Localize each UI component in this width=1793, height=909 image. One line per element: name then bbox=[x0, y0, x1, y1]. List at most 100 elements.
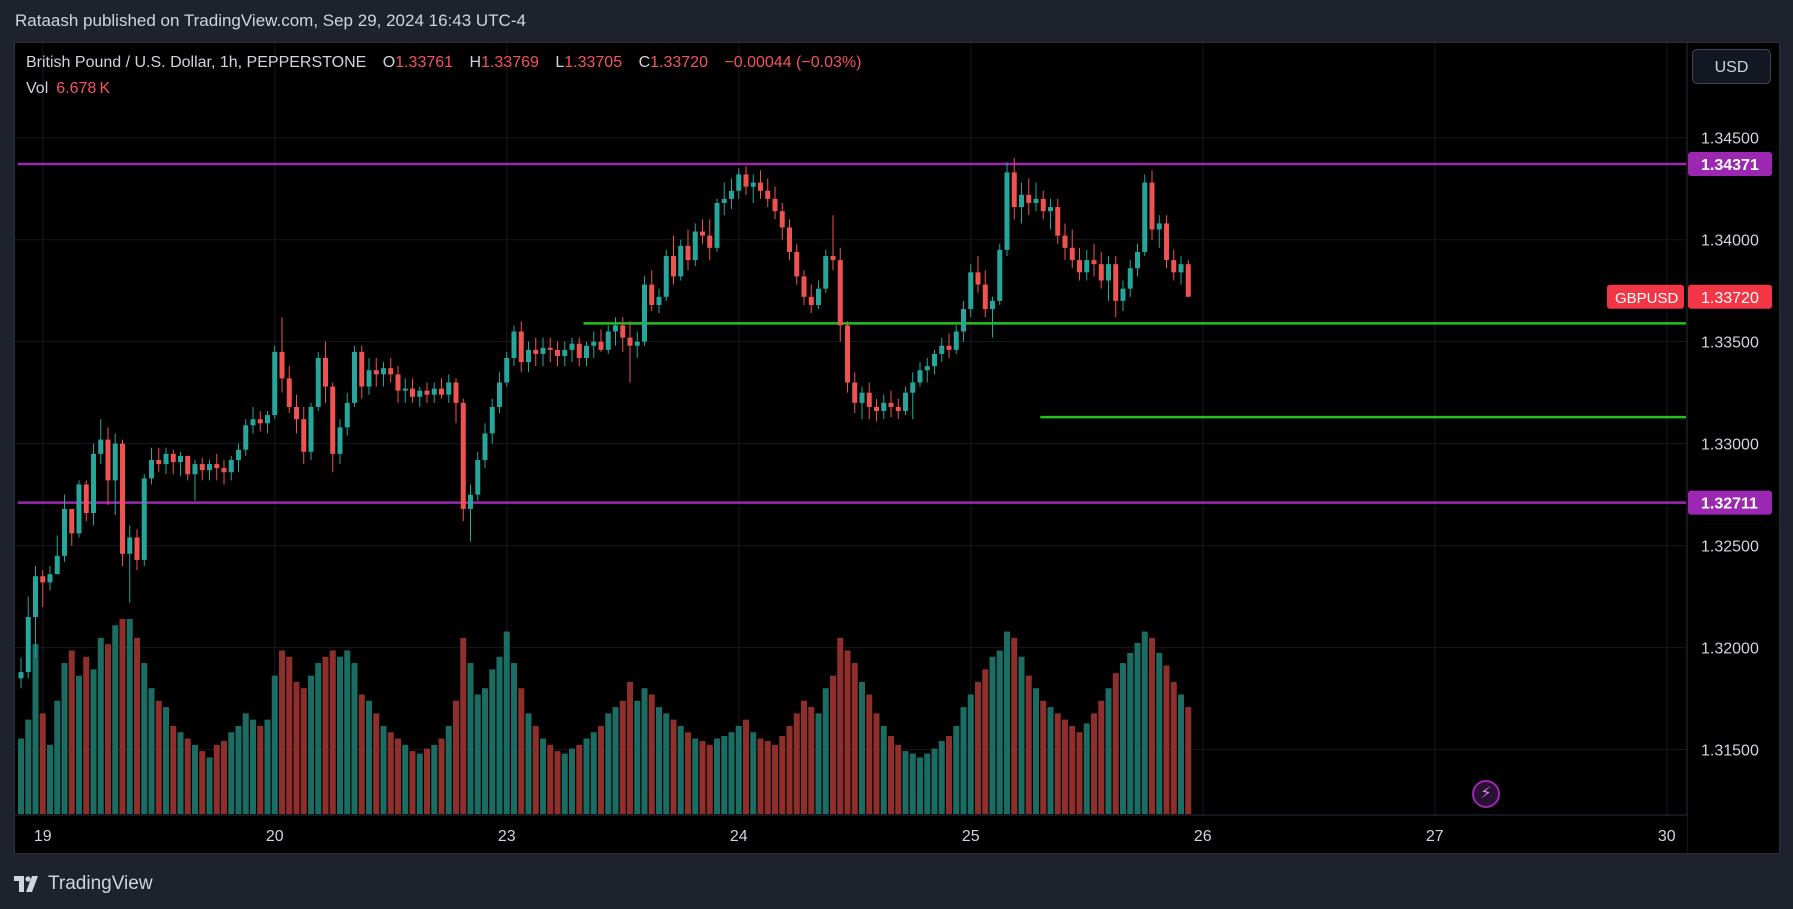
price-tick-label: 1.32500 bbox=[1701, 539, 1759, 556]
volume-bar bbox=[648, 694, 655, 814]
instrument-title[interactable]: British Pound / U.S. Dollar, 1h, PEPPERS… bbox=[26, 54, 367, 71]
volume-bar bbox=[1011, 637, 1018, 814]
candle-body bbox=[221, 468, 227, 473]
candle bbox=[990, 296, 995, 338]
candle bbox=[489, 398, 495, 444]
candle-body bbox=[1019, 194, 1024, 208]
candle bbox=[83, 480, 89, 522]
candle bbox=[373, 357, 379, 387]
candle bbox=[98, 419, 104, 465]
candle-body bbox=[997, 249, 1003, 301]
candle-body bbox=[895, 406, 901, 412]
candle bbox=[250, 406, 256, 434]
candle-body bbox=[663, 256, 669, 297]
candles bbox=[18, 158, 1191, 689]
candle-body bbox=[243, 425, 249, 450]
candle-body bbox=[975, 272, 981, 285]
volume-bar bbox=[177, 732, 184, 814]
volume-bar bbox=[1163, 665, 1170, 814]
volume-label[interactable]: Vol bbox=[26, 80, 49, 97]
volume-bar bbox=[1076, 732, 1083, 814]
volume-bar bbox=[25, 719, 32, 814]
candle-body bbox=[714, 202, 720, 248]
volume-bar bbox=[540, 738, 546, 814]
volume-bar bbox=[242, 713, 249, 814]
open-label: O bbox=[382, 54, 396, 71]
candle-body bbox=[497, 382, 502, 407]
candle bbox=[410, 378, 415, 403]
time-tick-label: 20 bbox=[266, 828, 284, 845]
candle bbox=[33, 566, 38, 658]
high-value: 1.33769 bbox=[481, 54, 539, 71]
candle-body bbox=[141, 478, 147, 560]
candle-body bbox=[511, 331, 517, 358]
volume-bar bbox=[286, 656, 293, 814]
volume-bar bbox=[438, 738, 445, 814]
candle bbox=[366, 357, 372, 395]
volume-bar bbox=[387, 732, 394, 814]
candle-body bbox=[526, 349, 531, 363]
candle-body bbox=[352, 351, 357, 403]
candle bbox=[750, 174, 756, 203]
candle-body bbox=[54, 555, 60, 575]
volume-bar bbox=[329, 650, 336, 814]
candle-body bbox=[439, 388, 444, 395]
volume-bar bbox=[902, 751, 909, 814]
volume-bar bbox=[1120, 663, 1126, 814]
volume-bar bbox=[1134, 642, 1141, 814]
volume-bar bbox=[358, 694, 365, 814]
candle bbox=[671, 235, 676, 285]
candle bbox=[25, 596, 31, 679]
candle bbox=[91, 443, 96, 526]
volume-bar bbox=[1040, 700, 1047, 814]
candle-body bbox=[1040, 198, 1046, 212]
candle bbox=[569, 337, 575, 363]
candle-body bbox=[323, 357, 328, 387]
volume-bar bbox=[467, 663, 474, 814]
volume-bar bbox=[757, 738, 764, 814]
volume-bar bbox=[221, 741, 227, 814]
candle-body bbox=[308, 406, 314, 452]
candle bbox=[663, 249, 669, 301]
volume-bar bbox=[1091, 713, 1097, 814]
candle bbox=[685, 229, 691, 271]
volume-bar bbox=[380, 725, 387, 814]
candle bbox=[1069, 229, 1075, 269]
volume-bar bbox=[68, 650, 75, 814]
candle bbox=[982, 270, 988, 318]
candle bbox=[301, 406, 307, 465]
volume-bar bbox=[888, 736, 894, 814]
volume-bar bbox=[424, 748, 430, 814]
candle-body bbox=[381, 368, 386, 375]
volume-bar bbox=[873, 713, 880, 814]
candlestick-chart[interactable]: 1.34500 1.34000 1.33500 1.33000 1.32500 1.320… bbox=[15, 43, 1779, 853]
candle bbox=[156, 447, 162, 473]
candle bbox=[243, 419, 249, 456]
chart-frame[interactable]: 1.34500 1.34000 1.33500 1.33000 1.32500 1.320… bbox=[14, 42, 1780, 854]
volume-bar bbox=[47, 744, 53, 814]
candle-body bbox=[932, 353, 937, 367]
volume-bar bbox=[656, 707, 662, 814]
candle-body bbox=[330, 386, 336, 454]
candle bbox=[388, 357, 394, 383]
lightning-icon[interactable]: ⚡ bbox=[1472, 780, 1500, 808]
candle-body bbox=[366, 370, 372, 387]
volume-bar bbox=[772, 744, 778, 814]
time-axis-bg bbox=[15, 815, 1687, 853]
candle-body bbox=[91, 453, 96, 514]
candle-body bbox=[83, 484, 89, 514]
volume-bar bbox=[909, 753, 916, 814]
candle bbox=[518, 321, 524, 373]
candle bbox=[859, 386, 865, 420]
candle-body bbox=[1185, 264, 1191, 297]
candle-body bbox=[344, 402, 350, 428]
volume-bar bbox=[547, 744, 554, 814]
price-tick-label: 1.34500 bbox=[1701, 131, 1759, 148]
candle-body bbox=[1026, 194, 1032, 203]
currency-button[interactable]: USD bbox=[1692, 49, 1771, 84]
candle bbox=[417, 386, 423, 407]
volume-bar bbox=[119, 619, 126, 814]
candle-body bbox=[1142, 182, 1148, 252]
candle bbox=[127, 525, 133, 603]
volume-bar bbox=[141, 663, 148, 814]
